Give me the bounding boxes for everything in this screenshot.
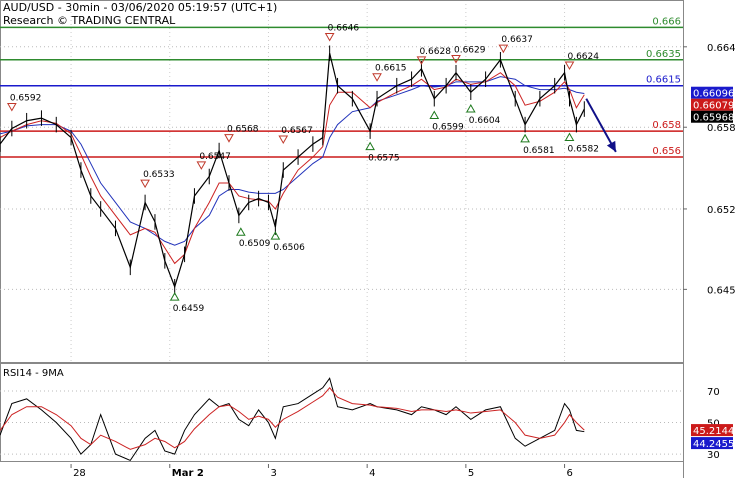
swing-low-label: 0.6509: [239, 239, 271, 249]
swing-high-label: 0.6629: [454, 46, 486, 56]
swing-low-marker: [429, 110, 440, 119]
price-tag-box: [691, 98, 733, 111]
rsi-tick-label: 50: [707, 419, 720, 430]
price-tick-label: 0.6583: [707, 123, 735, 134]
swing-low-label: 0.6575: [368, 154, 400, 164]
rsi-tick-label: 70: [707, 387, 720, 398]
rsi-series-line: [0, 377, 585, 462]
swing-high-label: 0.6615: [375, 64, 407, 74]
swing-high-label: 0.6568: [227, 125, 259, 135]
swing-high-marker: [196, 161, 207, 170]
rsi-title: RSI14 - 9MA: [3, 368, 64, 379]
swing-high-marker: [372, 73, 382, 82]
swing-low-label: 0.6581: [523, 146, 555, 156]
rsi-panel-frame: [0, 363, 684, 462]
swing-high-marker: [224, 134, 234, 143]
price-tag-box: [691, 110, 733, 123]
swing-low-label: 0.6459: [173, 304, 205, 314]
swing-low-marker: [365, 141, 375, 151]
swing-low-marker: [564, 132, 575, 142]
swing-low-label: 0.6604: [469, 116, 501, 126]
price-tag-label: 0.66079: [693, 101, 734, 112]
price-tag-box: [691, 86, 733, 99]
x-tick-label: Mar 2: [172, 468, 204, 479]
swing-high-label: 0.6592: [10, 94, 42, 104]
swing-low-marker: [520, 133, 530, 143]
swing-high-label: 0.6637: [501, 35, 533, 45]
swing-low-label: 0.6506: [273, 243, 305, 253]
level-label: 0.6615: [646, 75, 681, 86]
swing-high-label: 0.6628: [419, 47, 451, 57]
forecast-arrow-line: [585, 98, 617, 153]
price-tag-label: 0.66096: [693, 89, 734, 100]
x-tick-label: 28: [73, 468, 86, 479]
rsi-tag-label: 45.2144: [693, 426, 734, 437]
swing-high-marker: [451, 55, 461, 64]
swing-low-marker: [169, 292, 180, 301]
moving-average-line: [0, 72, 585, 265]
swing-low-marker: [235, 227, 246, 236]
swing-low-marker: [465, 103, 476, 113]
swing-high-label: 0.6646: [328, 24, 360, 34]
chart-title: AUD/USD - 30min - 03/06/2020 05:19:57 (U…: [3, 1, 278, 14]
level-label: 0.656: [652, 146, 681, 157]
swing-high-marker: [498, 44, 509, 54]
level-label: 0.6635: [646, 49, 681, 60]
x-tick-label: 4: [369, 468, 375, 479]
swing-high-marker: [324, 33, 335, 42]
rsi-series-line: [0, 387, 585, 450]
rsi-tag-box: [691, 424, 733, 437]
rsi-tag-box: [691, 437, 733, 450]
swing-high-label: 0.6547: [199, 152, 231, 162]
forecast-arrow-head: [606, 140, 616, 152]
swing-high-label: 0.6567: [281, 126, 313, 136]
swing-high-marker: [416, 56, 427, 65]
swing-high-marker: [140, 179, 150, 189]
price-tick-label: 0.6645: [707, 43, 735, 54]
swing-high-marker: [564, 61, 575, 71]
price-tag-label: 0.65968: [693, 113, 734, 124]
x-tick-label: 3: [270, 468, 276, 479]
swing-high-marker: [278, 135, 289, 144]
swing-low-label: 0.6599: [432, 122, 464, 132]
swing-low-marker: [270, 231, 281, 240]
swing-high-label: 0.6624: [567, 52, 599, 62]
level-label: 0.666: [652, 16, 681, 27]
swing-high-label: 0.6533: [143, 170, 175, 180]
rsi-tag-label: 44.2455: [693, 439, 734, 450]
rsi-tick-label: 30: [707, 450, 720, 461]
x-tick-label: 6: [567, 468, 573, 479]
level-label: 0.658: [652, 120, 681, 131]
price-tick-label: 0.6458: [707, 285, 735, 296]
moving-average-line: [0, 76, 585, 246]
chart-source: Research © TRADING CENTRAL: [3, 14, 176, 27]
swing-high-marker: [6, 103, 17, 112]
x-tick-label: 5: [468, 468, 474, 479]
swing-low-label: 0.6582: [567, 145, 599, 155]
